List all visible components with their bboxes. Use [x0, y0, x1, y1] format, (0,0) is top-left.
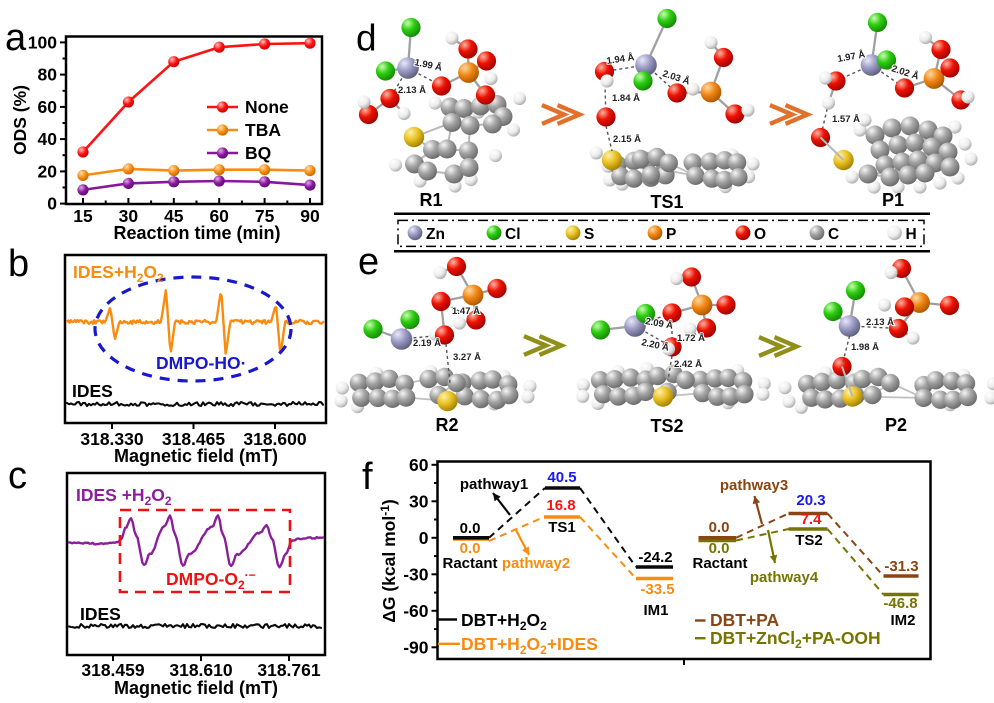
svg-text:0.0: 0.0 [460, 520, 481, 537]
svg-text:None: None [245, 97, 289, 117]
svg-text:-60: -60 [403, 601, 429, 621]
svg-text:318.610: 318.610 [169, 660, 233, 680]
svg-text:0.0: 0.0 [709, 540, 730, 557]
svg-text:IDES: IDES [80, 604, 121, 624]
svg-text:45: 45 [164, 206, 184, 226]
svg-text:IDES +H2O2: IDES +H2O2 [76, 485, 172, 508]
svg-text:75: 75 [255, 206, 275, 226]
svg-text:S: S [584, 226, 594, 243]
svg-text:-30: -30 [403, 564, 429, 584]
svg-text:318.600: 318.600 [243, 429, 307, 449]
svg-text:0: 0 [47, 194, 57, 214]
svg-text:318.330: 318.330 [80, 429, 144, 449]
svg-text:f: f [362, 456, 373, 498]
svg-text:2.15 Å: 2.15 Å [613, 134, 641, 145]
svg-text:R2: R2 [435, 415, 458, 435]
svg-text:Magnetic field (mT): Magnetic field (mT) [114, 678, 278, 698]
svg-text:1.98 Å: 1.98 Å [851, 342, 879, 353]
svg-text:0.0: 0.0 [460, 540, 481, 557]
svg-text:60: 60 [38, 97, 58, 117]
svg-text:pathway2: pathway2 [502, 555, 570, 572]
svg-text:IDES: IDES [72, 381, 113, 401]
svg-text:P2: P2 [885, 415, 907, 435]
svg-text:Zn: Zn [426, 226, 445, 243]
svg-text:TS2: TS2 [650, 416, 683, 436]
svg-text:2.13 Å: 2.13 Å [398, 85, 426, 96]
svg-text:e: e [358, 241, 379, 283]
svg-text:TBA: TBA [245, 120, 281, 140]
svg-text:1.94 Å: 1.94 Å [606, 52, 635, 67]
svg-text:40.5: 40.5 [547, 469, 576, 486]
svg-text:Cl: Cl [505, 226, 521, 243]
svg-text:Magnetic field (mT): Magnetic field (mT) [114, 446, 278, 466]
svg-text:-31.3: -31.3 [884, 558, 918, 575]
svg-text:15: 15 [73, 206, 93, 226]
svg-text:1.84 Å: 1.84 Å [612, 93, 640, 104]
svg-text:1.47 Å: 1.47 Å [452, 306, 480, 317]
svg-text:DBT+H2O2+IDES: DBT+H2O2+IDES [461, 634, 598, 657]
svg-text:20.3: 20.3 [796, 492, 825, 509]
svg-text:TS2: TS2 [795, 532, 823, 549]
svg-text:TS1: TS1 [548, 519, 576, 536]
svg-text:318.761: 318.761 [257, 660, 321, 680]
svg-text:318.459: 318.459 [81, 660, 145, 680]
svg-text:-33.5: -33.5 [640, 581, 674, 598]
svg-text:DBT+H2O2: DBT+H2O2 [461, 610, 547, 633]
svg-text:0.0: 0.0 [709, 519, 730, 536]
svg-text:0: 0 [419, 528, 429, 548]
svg-text:O: O [754, 226, 766, 243]
svg-text:Ractant: Ractant [692, 555, 747, 572]
svg-text:DBT+ZnCl2+PA-OOH: DBT+ZnCl2+PA-OOH [710, 628, 881, 651]
svg-text:16.8: 16.8 [546, 497, 575, 514]
svg-text:DMPO-HO·: DMPO-HO· [156, 353, 246, 373]
svg-text:DBT+PA: DBT+PA [710, 610, 780, 630]
svg-text:30: 30 [409, 491, 429, 511]
svg-text:ODS (%): ODS (%) [10, 85, 30, 155]
svg-text:7.4: 7.4 [801, 511, 823, 528]
svg-text:-24.2: -24.2 [638, 549, 672, 566]
svg-text:60: 60 [409, 455, 429, 475]
svg-text:3.27 Å: 3.27 Å [453, 352, 481, 363]
svg-text:1.72 Å: 1.72 Å [677, 333, 705, 344]
svg-text:a: a [5, 17, 27, 59]
svg-text:80: 80 [38, 65, 58, 85]
svg-text:1.57 Å: 1.57 Å [832, 114, 860, 125]
svg-text:pathway3: pathway3 [720, 477, 788, 494]
svg-text:60: 60 [209, 206, 229, 226]
svg-text:-90: -90 [403, 637, 429, 657]
svg-text:2.19 Å: 2.19 Å [413, 338, 441, 349]
svg-text:c: c [8, 455, 27, 497]
svg-text:IM2: IM2 [890, 612, 915, 629]
svg-text:90: 90 [300, 206, 320, 226]
svg-text:Ractant: Ractant [442, 555, 497, 572]
svg-text:30: 30 [119, 206, 139, 226]
svg-text:ΔG (kcal mol-1): ΔG (kcal mol-1) [378, 499, 399, 622]
svg-text:Reaction time (min): Reaction time (min) [113, 223, 280, 243]
svg-text:H: H [906, 226, 917, 243]
svg-text:100: 100 [28, 32, 57, 52]
svg-text:BQ: BQ [245, 143, 271, 163]
svg-text:C: C [828, 226, 839, 243]
svg-text:b: b [8, 243, 29, 285]
svg-text:2.13 Å: 2.13 Å [866, 317, 894, 328]
svg-text:pathway1: pathway1 [460, 476, 528, 493]
svg-text:318.465: 318.465 [162, 429, 226, 449]
svg-text:-46.8: -46.8 [883, 595, 917, 612]
svg-text:R1: R1 [419, 190, 442, 210]
svg-text:2.42 Å: 2.42 Å [674, 359, 702, 370]
svg-text:TS1: TS1 [650, 192, 683, 212]
svg-text:IDES+H2O2: IDES+H2O2 [73, 262, 164, 285]
svg-text:P1: P1 [882, 190, 904, 210]
svg-text:IM1: IM1 [643, 602, 668, 619]
svg-text:pathway4: pathway4 [750, 569, 819, 586]
svg-text:40: 40 [38, 129, 58, 149]
svg-text:d: d [356, 18, 377, 59]
svg-text:20: 20 [38, 161, 58, 181]
svg-text:P: P [666, 226, 676, 243]
